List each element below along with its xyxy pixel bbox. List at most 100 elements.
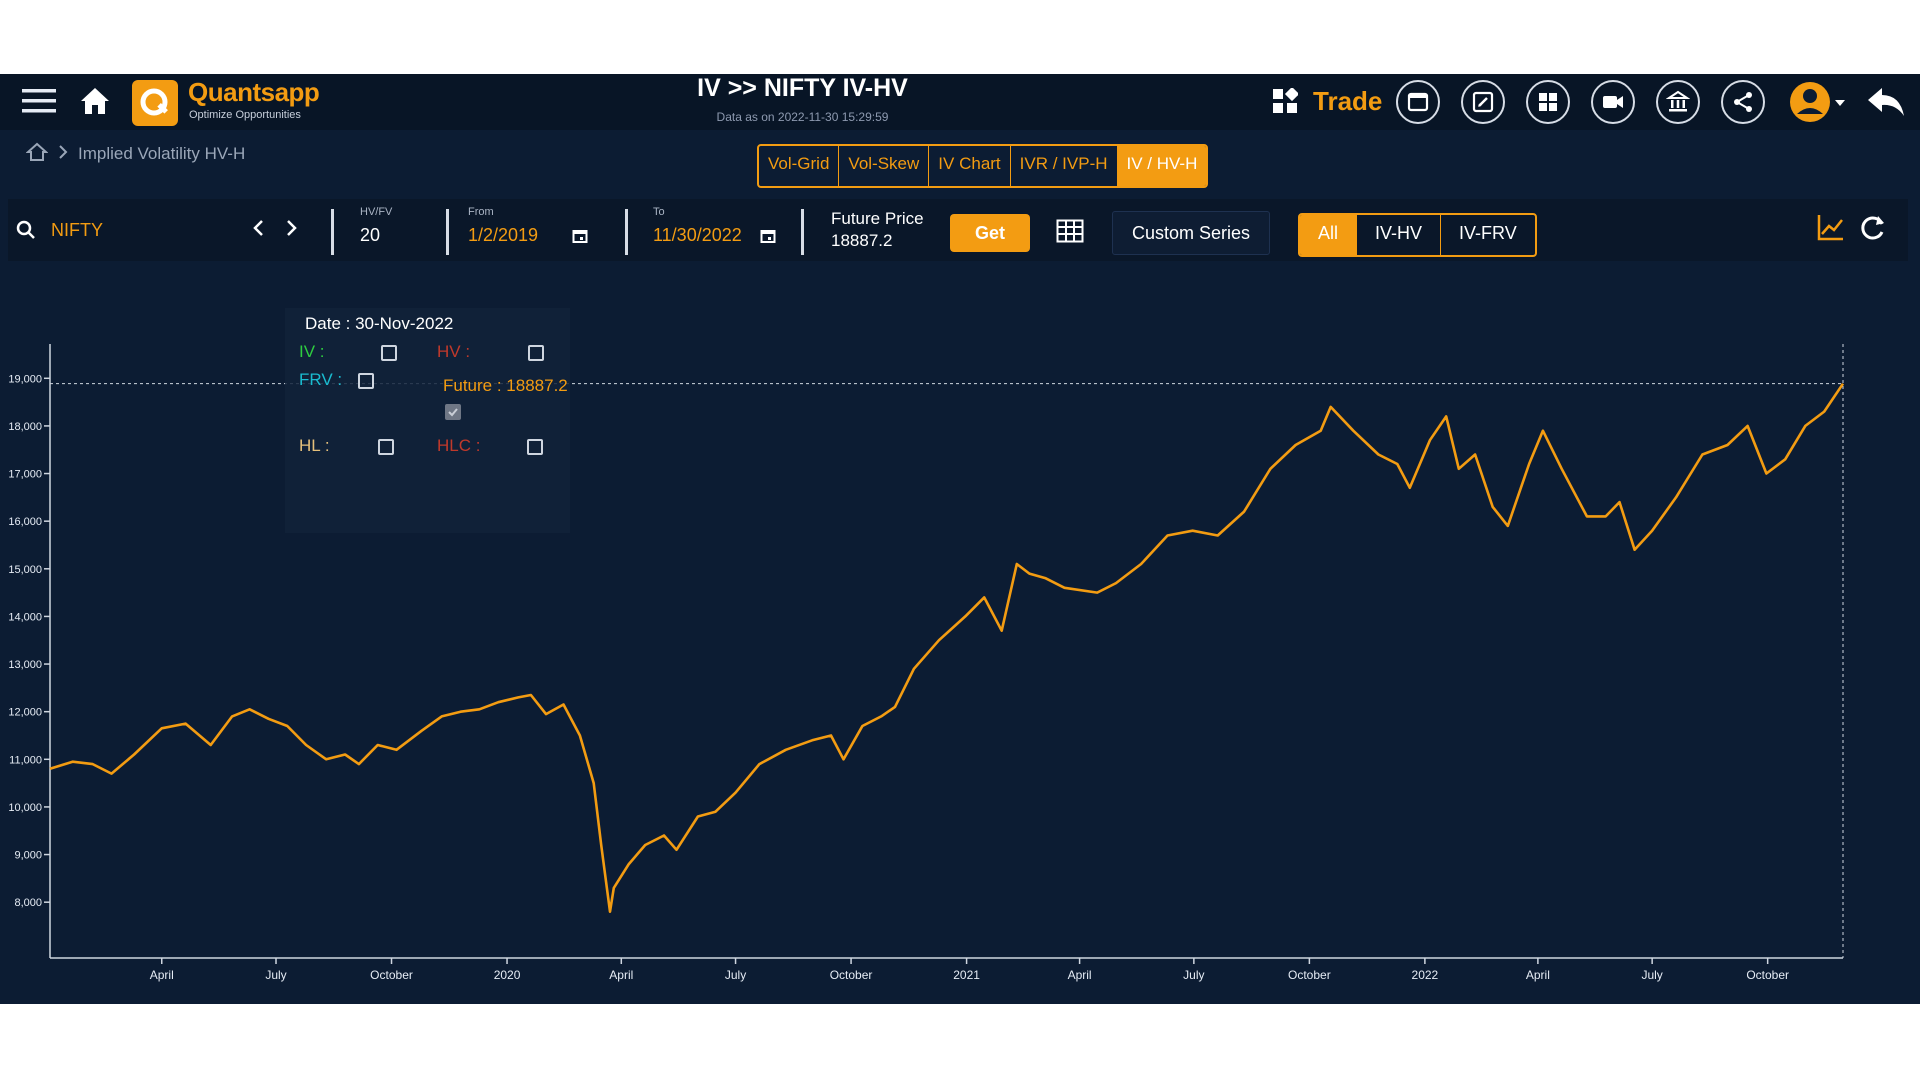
x-tick-label: April <box>609 968 633 982</box>
x-tick-label: October <box>1288 968 1331 982</box>
controls-bar: NIFTY HV/FV 20 From 1/2/2019 To 11/30/20… <box>8 199 1908 261</box>
x-tick-label: July <box>1641 968 1662 982</box>
dashboard-icon[interactable] <box>1526 80 1570 124</box>
from-label: From <box>468 206 494 218</box>
top-bar: Quantsapp Optimize Opportunities IV >> N… <box>0 74 1920 130</box>
future-price-label: Future Price <box>831 209 924 228</box>
hv-label: HV : <box>437 342 471 361</box>
y-tick-label: 16,000 <box>8 516 42 528</box>
to-date-input[interactable]: 11/30/2022 <box>653 225 742 245</box>
y-tick-label: 13,000 <box>8 659 42 671</box>
brand-logo-icon <box>132 80 178 126</box>
view-tabs: All IV-HV IV-FRV <box>1298 213 1537 257</box>
hv-checkbox[interactable] <box>528 345 544 361</box>
tab-iv-chart[interactable]: IV Chart <box>929 146 1011 186</box>
page-title: IV >> NIFTY IV-HV <box>697 74 908 102</box>
refresh-icon[interactable] <box>1858 212 1888 247</box>
x-tick-label: 2021 <box>953 968 980 982</box>
window-icon[interactable] <box>1396 80 1440 124</box>
hamburger-menu-icon[interactable] <box>22 86 56 116</box>
frv-checkbox[interactable] <box>358 373 374 389</box>
hl-checkbox[interactable] <box>378 439 394 455</box>
chart-toggle-icon[interactable] <box>1816 212 1846 247</box>
calendar-icon[interactable] <box>572 228 588 249</box>
x-tick-label: 2022 <box>1412 968 1439 982</box>
bank-icon[interactable] <box>1656 80 1700 124</box>
tab-iv-hv-h[interactable]: IV / HV-H <box>1117 146 1207 186</box>
breadcrumb: Implied Volatility HV-H <box>25 142 246 167</box>
y-tick-label: 18,000 <box>8 421 42 433</box>
y-tick-label: 11,000 <box>9 754 42 766</box>
brand-tagline: Optimize Opportunities <box>189 109 301 121</box>
series-layer <box>49 382 1845 914</box>
tab-vol-skew[interactable]: Vol-Skew <box>839 146 930 186</box>
future-label: Future : 18887.2 <box>443 376 568 395</box>
tooltip-date: Date : 30-Nov-2022 <box>305 314 454 333</box>
from-date-input[interactable]: 1/2/2019 <box>468 225 539 245</box>
y-tick-label: 9,000 <box>14 850 42 862</box>
y-tick-label: 10,000 <box>8 802 42 814</box>
view-tab-iv-hv[interactable]: IV-HV <box>1357 215 1442 255</box>
iv-label: IV : <box>299 342 325 361</box>
view-tab-iv-frv[interactable]: IV-FRV <box>1459 223 1517 243</box>
chevron-left-icon[interactable] <box>252 218 266 243</box>
x-tick-label: July <box>265 968 286 982</box>
hv-fv-input[interactable]: 20 <box>360 225 381 245</box>
hl-label: HL : <box>299 436 330 455</box>
y-tick-label: 12,000 <box>8 707 42 719</box>
apps-grid-icon[interactable] <box>1270 86 1300 116</box>
user-icon[interactable] <box>1790 80 1850 124</box>
tab-ivr-ivp-h[interactable]: IVR / IVP-H <box>1011 146 1118 186</box>
divider <box>625 209 628 255</box>
tab-vol-grid[interactable]: Vol-Grid <box>759 146 840 186</box>
frv-label: FRV : <box>299 370 343 389</box>
y-tick-label: 15,000 <box>8 564 42 576</box>
hlc-checkbox[interactable] <box>527 439 543 455</box>
crosshair <box>50 344 1844 958</box>
y-tick-label: 14,000 <box>8 611 42 623</box>
back-icon[interactable] <box>1866 82 1906 122</box>
symbol-input[interactable]: NIFTY <box>51 220 103 240</box>
search-icon <box>16 220 36 245</box>
x-tick-label: October <box>830 968 873 982</box>
custom-series-button[interactable]: Custom Series <box>1112 211 1270 255</box>
tooltip-panel: Date : 30-Nov-2022 IV : HV : FRV : Futur… <box>285 308 570 533</box>
y-axis: 8,000 9,000 10,000 11,000 12,000 13,000 14,000… <box>8 344 51 958</box>
app-window: Quantsapp Optimize Opportunities IV >> N… <box>0 74 1920 1004</box>
breadcrumb-home-icon[interactable] <box>25 142 49 167</box>
price-chart: 8,000 9,000 10,000 11,000 12,000 13,000 14,000… <box>8 344 1845 982</box>
chevron-right-icon[interactable] <box>284 218 298 243</box>
x-tick-label: April <box>150 968 174 982</box>
y-tick-label: 19,000 <box>8 373 42 385</box>
table-icon[interactable] <box>1056 219 1084 248</box>
x-tick-label: 2020 <box>494 968 521 982</box>
view-tab-all[interactable]: All <box>1300 215 1358 255</box>
future-price-line <box>49 382 1845 914</box>
edit-icon[interactable] <box>1461 80 1505 124</box>
x-tick-label: April <box>1526 968 1550 982</box>
data-timestamp: Data as on 2022-11-30 15:29:59 <box>716 110 889 124</box>
breadcrumb-current: Implied Volatility HV-H <box>78 144 246 163</box>
x-tick-label: July <box>1183 968 1204 982</box>
brand-name: Quantsapp <box>188 77 320 107</box>
x-tick-label: July <box>725 968 746 982</box>
share-icon[interactable] <box>1721 80 1765 124</box>
divider <box>331 209 334 255</box>
calendar-icon[interactable] <box>760 228 776 249</box>
hlc-label: HLC : <box>437 436 481 455</box>
x-tick-label: October <box>1746 968 1789 982</box>
tool-tabs: Vol-Grid Vol-Skew IV Chart IVR / IVP-H I… <box>757 144 1209 188</box>
home-icon[interactable] <box>78 84 112 118</box>
y-tick-label: 8,000 <box>14 897 42 909</box>
video-icon[interactable] <box>1591 80 1635 124</box>
to-label: To <box>653 206 665 218</box>
iv-checkbox[interactable] <box>381 345 397 361</box>
future-checkbox[interactable] <box>445 404 461 420</box>
x-tick-label: April <box>1068 968 1092 982</box>
chevron-right-icon <box>58 144 68 165</box>
y-tick-label: 17,000 <box>8 469 42 481</box>
future-price-value: 18887.2 <box>831 231 893 250</box>
divider <box>446 209 449 255</box>
trade-link[interactable]: Trade <box>1313 86 1383 116</box>
get-button[interactable]: Get <box>950 214 1030 252</box>
